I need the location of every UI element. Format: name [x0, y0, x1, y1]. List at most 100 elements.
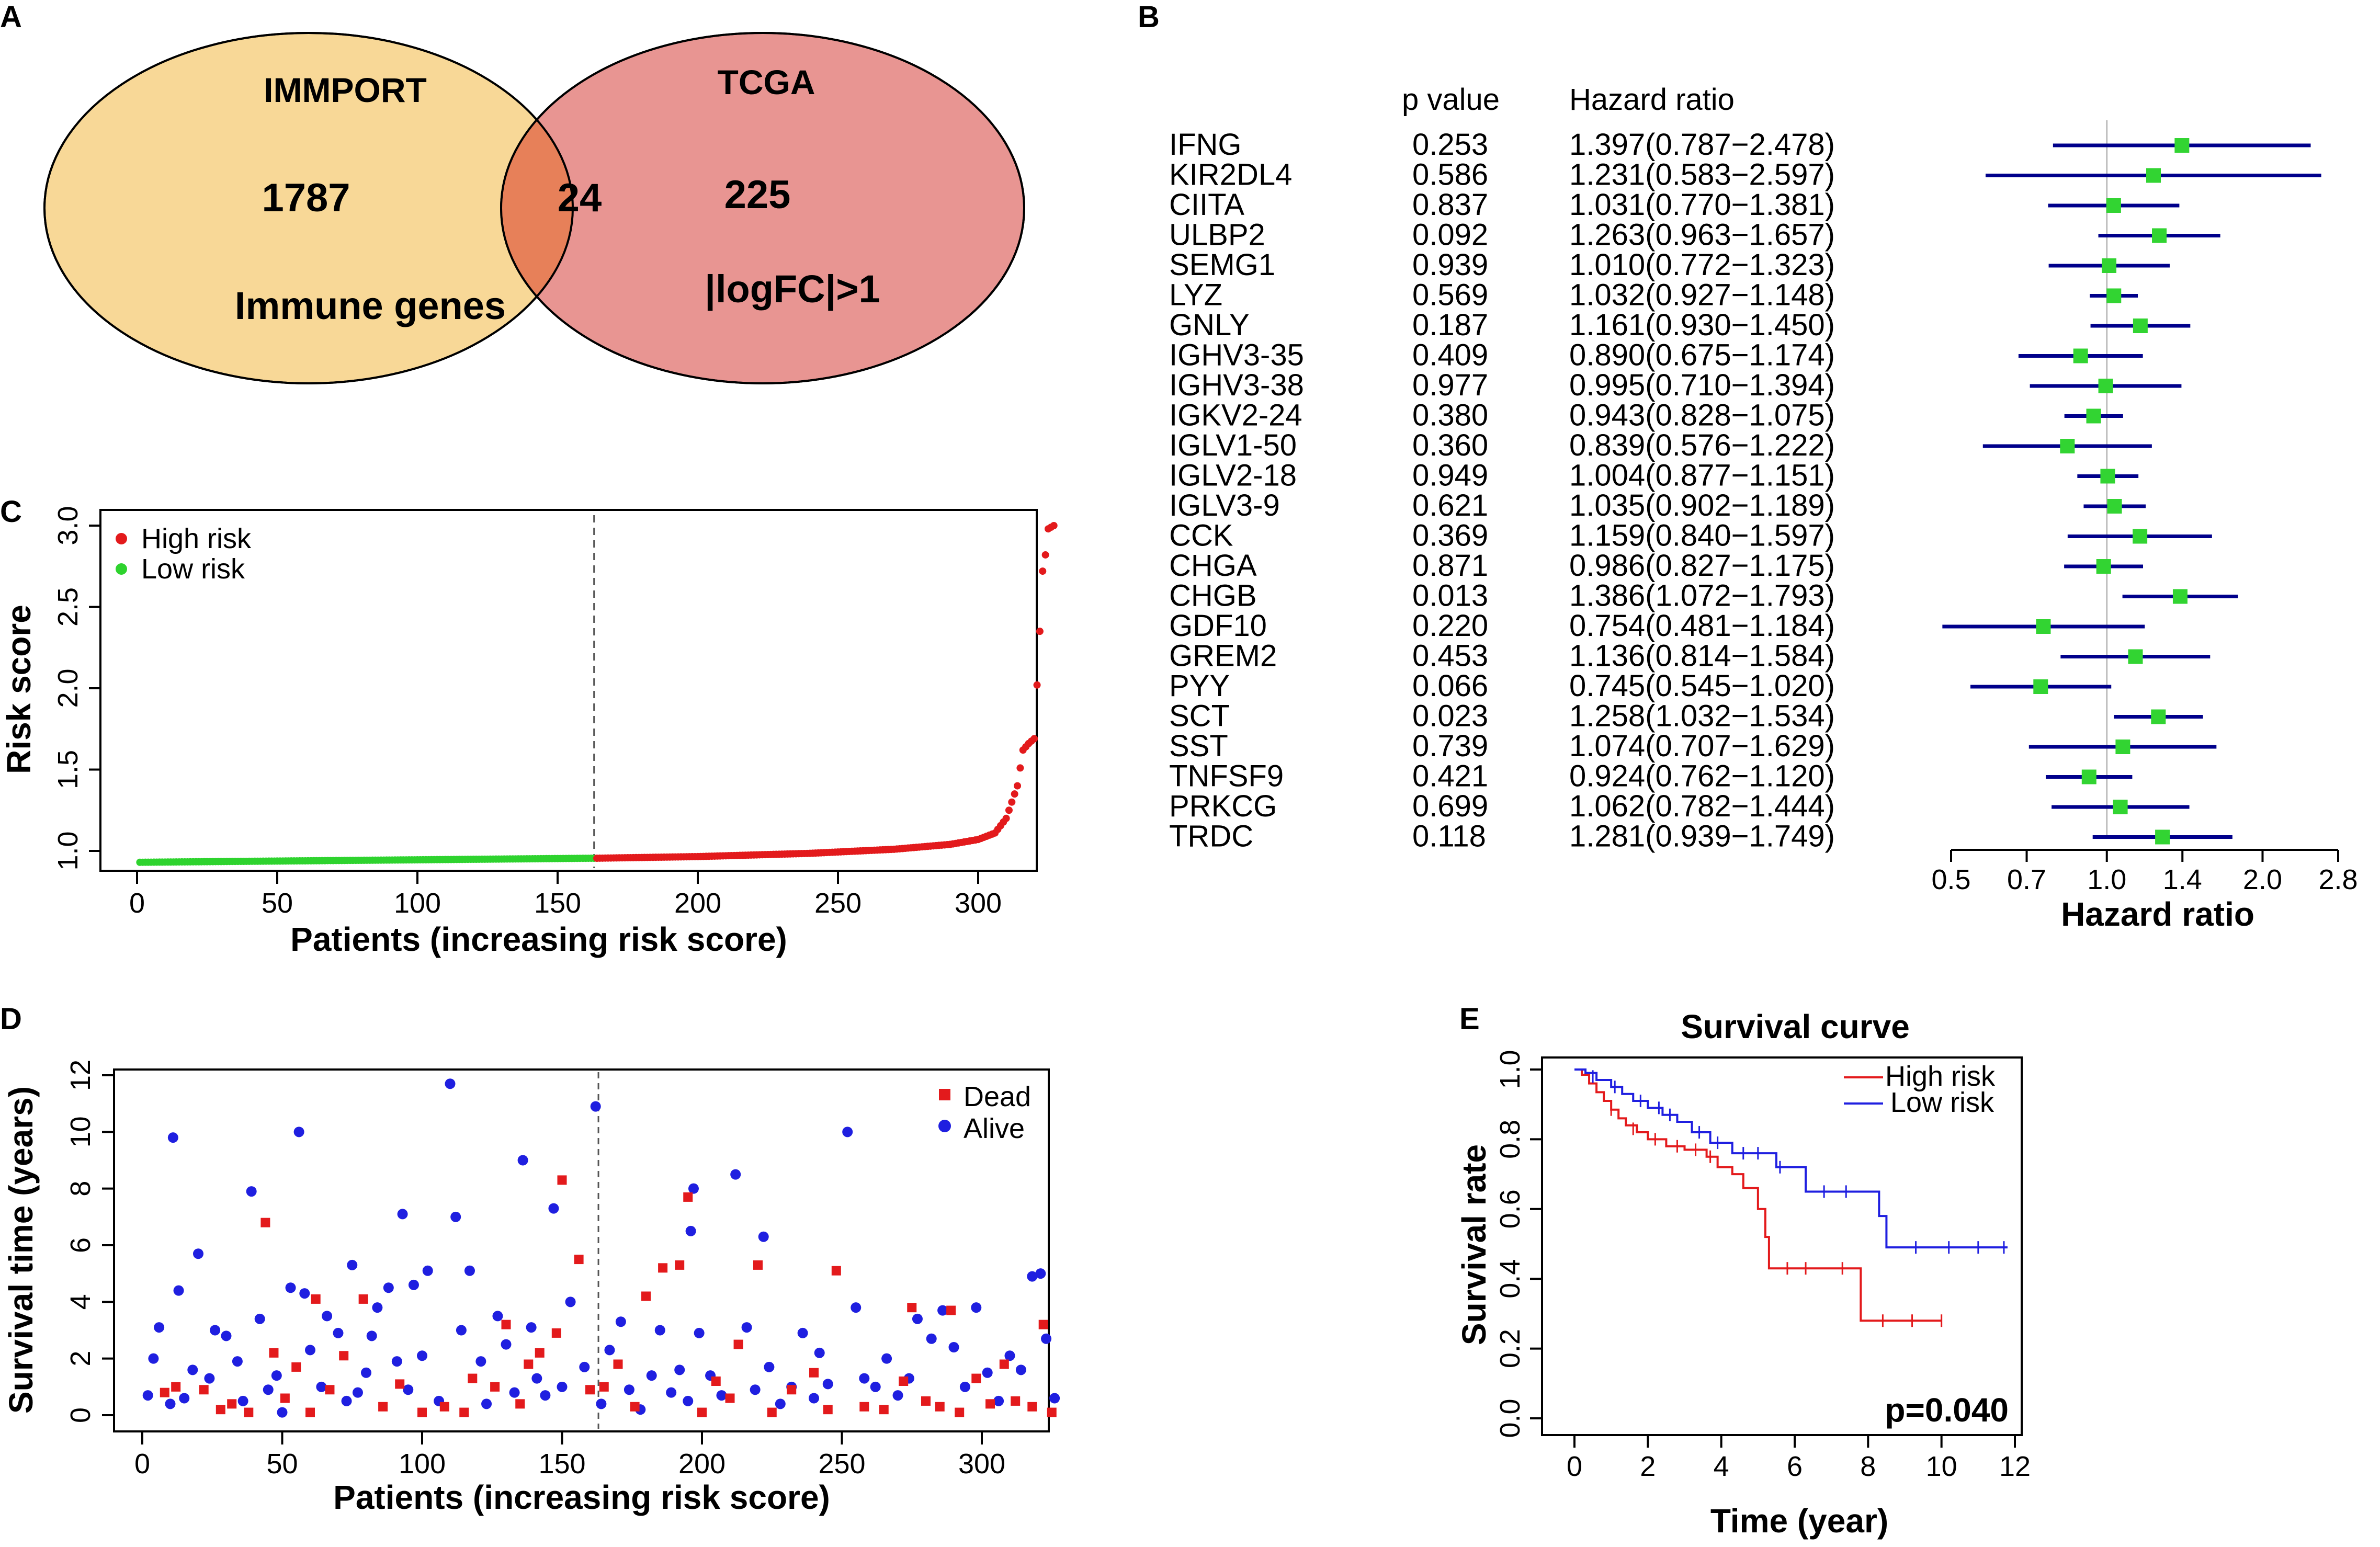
- km-axes: 0 2 4 6 8 10 12 0.0 0.2 0.4 0.6 0.8 1.0: [1494, 1050, 2031, 1482]
- forest-hr-text: 1.032(0.927−1.148): [1569, 278, 1835, 312]
- survival-point-alive: [674, 1364, 685, 1375]
- forest-gene-label: GREM2: [1169, 639, 1277, 673]
- survival-point-dead: [557, 1175, 567, 1185]
- survival-point-dead: [675, 1260, 685, 1270]
- survival-point-dead: [787, 1385, 797, 1395]
- survival-point-dead: [641, 1291, 651, 1301]
- risk-y-tick-label: 1.5: [52, 750, 84, 789]
- forest-hr-box: [2172, 589, 2188, 604]
- forest-gene-label: LYZ: [1169, 278, 1222, 312]
- survival-point-alive: [397, 1209, 408, 1220]
- forest-x-label: Hazard ratio: [2061, 895, 2254, 933]
- forest-pvalue: 0.621: [1412, 488, 1488, 522]
- forest-pvalue: 0.013: [1412, 579, 1488, 613]
- forest-pvalue: 0.739: [1412, 729, 1488, 763]
- legend-km-high-label: High risk: [1885, 1061, 1996, 1092]
- survival-point-dead: [417, 1407, 427, 1417]
- venn-tcga-label: TCGA: [718, 63, 815, 101]
- forest-hr-text: 1.281(0.939−1.749): [1569, 820, 1835, 854]
- survival-point-alive: [646, 1370, 657, 1381]
- risk-x-label: Patients (increasing risk score): [290, 920, 787, 958]
- survival-point-alive: [167, 1132, 178, 1143]
- km-y-tick-label: 0.6: [1494, 1189, 1526, 1228]
- forest-gene-label: KIR2DL4: [1169, 158, 1292, 192]
- survival-point-alive: [403, 1384, 414, 1395]
- forest-hr-box: [2106, 198, 2121, 213]
- survival-point-dead: [160, 1387, 169, 1397]
- forest-pvalue: 0.187: [1412, 308, 1488, 342]
- survival-point-dead: [269, 1348, 279, 1358]
- survival-point-alive: [285, 1282, 296, 1293]
- forest-hr-box: [2081, 769, 2096, 784]
- forest-gene-label: CCK: [1169, 519, 1233, 553]
- survival-point-dead: [831, 1266, 841, 1276]
- survival-point-alive: [305, 1345, 315, 1356]
- survival-point-alive: [688, 1183, 699, 1194]
- km-y-tick-label: 0.8: [1494, 1120, 1526, 1159]
- forest-gene-label: PRKCG: [1169, 789, 1277, 823]
- venn-overlap-count: 24: [558, 176, 602, 220]
- survival-point-alive: [912, 1313, 923, 1324]
- survival-point-alive: [165, 1398, 176, 1409]
- risk-y-tick-label: 2.0: [52, 668, 84, 708]
- risk-y-tick-label: 2.5: [52, 587, 84, 627]
- forest-rows: IFNG 0.253 1.397(0.787−2.478) KIR2DL4 0.586 1…: [1169, 128, 1835, 854]
- survival-point-dead: [459, 1407, 469, 1417]
- survival-point-alive: [741, 1322, 752, 1333]
- survival-point-alive: [204, 1373, 215, 1384]
- survival-point-alive: [579, 1361, 590, 1372]
- risk-x-tick-label: 50: [262, 888, 293, 919]
- km-y-tick-label: 1.0: [1494, 1050, 1526, 1089]
- forest-tick-label: 0.5: [1931, 864, 1970, 895]
- survival-point-dead: [725, 1393, 735, 1403]
- forest-pvalue: 0.369: [1412, 519, 1488, 553]
- survival-point-dead: [524, 1359, 534, 1369]
- survival-point-alive: [842, 1127, 853, 1138]
- survival-time-x-tick-label: 100: [399, 1448, 446, 1480]
- risk-points: [136, 515, 1058, 868]
- forest-hr-text: 1.062(0.782−1.444): [1569, 789, 1835, 823]
- legend-low-risk-dot: [116, 563, 127, 575]
- survival-time-x-tick-label: 150: [538, 1448, 585, 1480]
- survival-point-dead: [551, 1328, 561, 1338]
- risk-x-tick-label: 250: [814, 888, 862, 919]
- survival-point-dead: [859, 1402, 869, 1412]
- forest-hr-text: 1.386(1.072−1.793): [1569, 579, 1835, 613]
- survival-point-alive: [624, 1384, 634, 1395]
- forest-hr-text: 1.074(0.707−1.629): [1569, 729, 1835, 763]
- forest-header-pvalue: p value: [1402, 83, 1500, 117]
- survival-point-dead: [535, 1348, 545, 1358]
- survival-point-dead: [999, 1359, 1009, 1369]
- risk-point-high: [1014, 782, 1022, 790]
- survival-point-dead: [378, 1402, 388, 1412]
- survival-point-dead: [907, 1303, 917, 1313]
- survival-point-dead: [227, 1399, 237, 1409]
- forest-hr-box: [2098, 379, 2113, 393]
- survival-point-alive: [694, 1327, 705, 1338]
- survival-point-alive: [347, 1259, 358, 1270]
- forest-gene-label: IFNG: [1169, 128, 1242, 162]
- legend-high-risk-label: High risk: [141, 523, 252, 554]
- survival-point-dead: [439, 1402, 449, 1412]
- survival-point-alive: [1035, 1268, 1046, 1279]
- forest-hr-box: [2133, 318, 2148, 333]
- risk-point-high: [1002, 814, 1010, 822]
- forest-gene-label: IGLV2-18: [1169, 459, 1297, 493]
- forest-tick-label: 0.7: [2007, 864, 2046, 895]
- legend-dead-label: Dead: [964, 1081, 1031, 1112]
- survival-point-alive: [173, 1285, 184, 1296]
- survival-point-alive: [254, 1313, 265, 1324]
- risk-score-plot: 0 50 100 150 200 250 300 1.0 1.5 2.0 2.5 3.0 High r…: [0, 506, 1058, 958]
- survival-point-alive: [775, 1398, 786, 1409]
- survival-point-dead: [697, 1407, 707, 1417]
- forest-gene-label: IGLV3-9: [1169, 488, 1280, 522]
- risk-point-high: [1033, 681, 1041, 689]
- forest-pvalue: 0.023: [1412, 699, 1488, 733]
- forest-hr-box: [2060, 439, 2075, 453]
- panel-letter-d: D: [0, 1002, 22, 1036]
- survival-time-x-tick-label: 250: [818, 1448, 865, 1480]
- forest-pvalue: 0.699: [1412, 789, 1488, 823]
- forest-hr-text: 1.010(0.772−1.323): [1569, 248, 1835, 282]
- survival-point-dead: [280, 1393, 290, 1403]
- survival-point-dead: [753, 1260, 763, 1270]
